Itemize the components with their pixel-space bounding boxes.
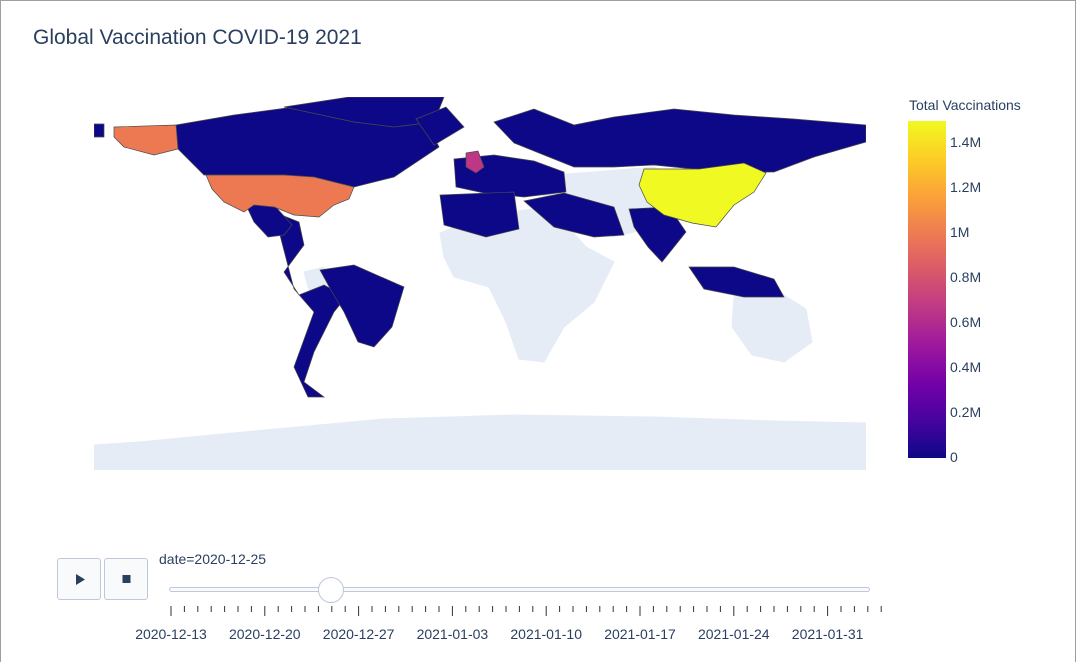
colorbar — [908, 121, 946, 458]
colorbar-tick-label: 0.4M — [950, 359, 982, 376]
slider-current-label: date=2020-12-25 — [159, 551, 267, 567]
stop-button[interactable] — [104, 558, 148, 600]
colorbar-title: Total Vaccinations — [909, 97, 1021, 113]
colorbar-tick-label: 1.2M — [950, 179, 982, 196]
chart-title: Global Vaccination COVID-19 2021 — [33, 26, 362, 49]
slider-tick-label: 2020-12-27 — [322, 626, 395, 642]
region-united-states — [205, 174, 355, 218]
colorbar-tick-label: 0.8M — [950, 269, 982, 286]
play-button[interactable] — [57, 558, 101, 600]
colorbar-tick-label: 1M — [950, 224, 970, 241]
slider-tick-label: 2021-01-10 — [510, 626, 582, 642]
slider-handle[interactable] — [318, 577, 344, 603]
play-icon — [76, 574, 85, 585]
colorbar-tick-label: 0.2M — [950, 404, 982, 421]
slider-tick-label: 2021-01-03 — [416, 626, 489, 642]
slider-rail[interactable] — [169, 587, 870, 592]
colorbar-tick-label: 1.4M — [950, 134, 982, 151]
region-greenland — [415, 106, 465, 146]
stop-icon — [122, 575, 131, 583]
region-indonesia — [688, 266, 785, 298]
slider-tick-label: 2021-01-17 — [604, 626, 676, 642]
colorbar-tick-label: 0 — [950, 449, 958, 465]
region-middle-east — [523, 192, 625, 238]
region-north-africa — [439, 191, 520, 238]
slider-ticks — [170, 606, 882, 616]
region-antarctica — [94, 414, 866, 470]
region-far-west — [94, 123, 105, 138]
slider-tick-label: 2021-01-31 — [791, 626, 864, 642]
region-russia — [493, 108, 866, 173]
region-south-america-west — [273, 211, 347, 398]
world-map[interactable] — [94, 97, 866, 470]
region-alaska — [113, 124, 179, 156]
no-data-land — [94, 166, 866, 470]
region-china — [638, 162, 767, 228]
region-united-kingdom — [465, 150, 485, 174]
zero-value-regions — [94, 97, 866, 398]
slider-tick-label: 2020-12-20 — [228, 626, 301, 642]
slider-tick-label: 2020-12-13 — [135, 626, 207, 642]
colorbar-tick-label: 0.6M — [950, 314, 982, 331]
slider-tick-label: 2021-01-24 — [697, 626, 770, 642]
region-brazil — [319, 264, 405, 348]
